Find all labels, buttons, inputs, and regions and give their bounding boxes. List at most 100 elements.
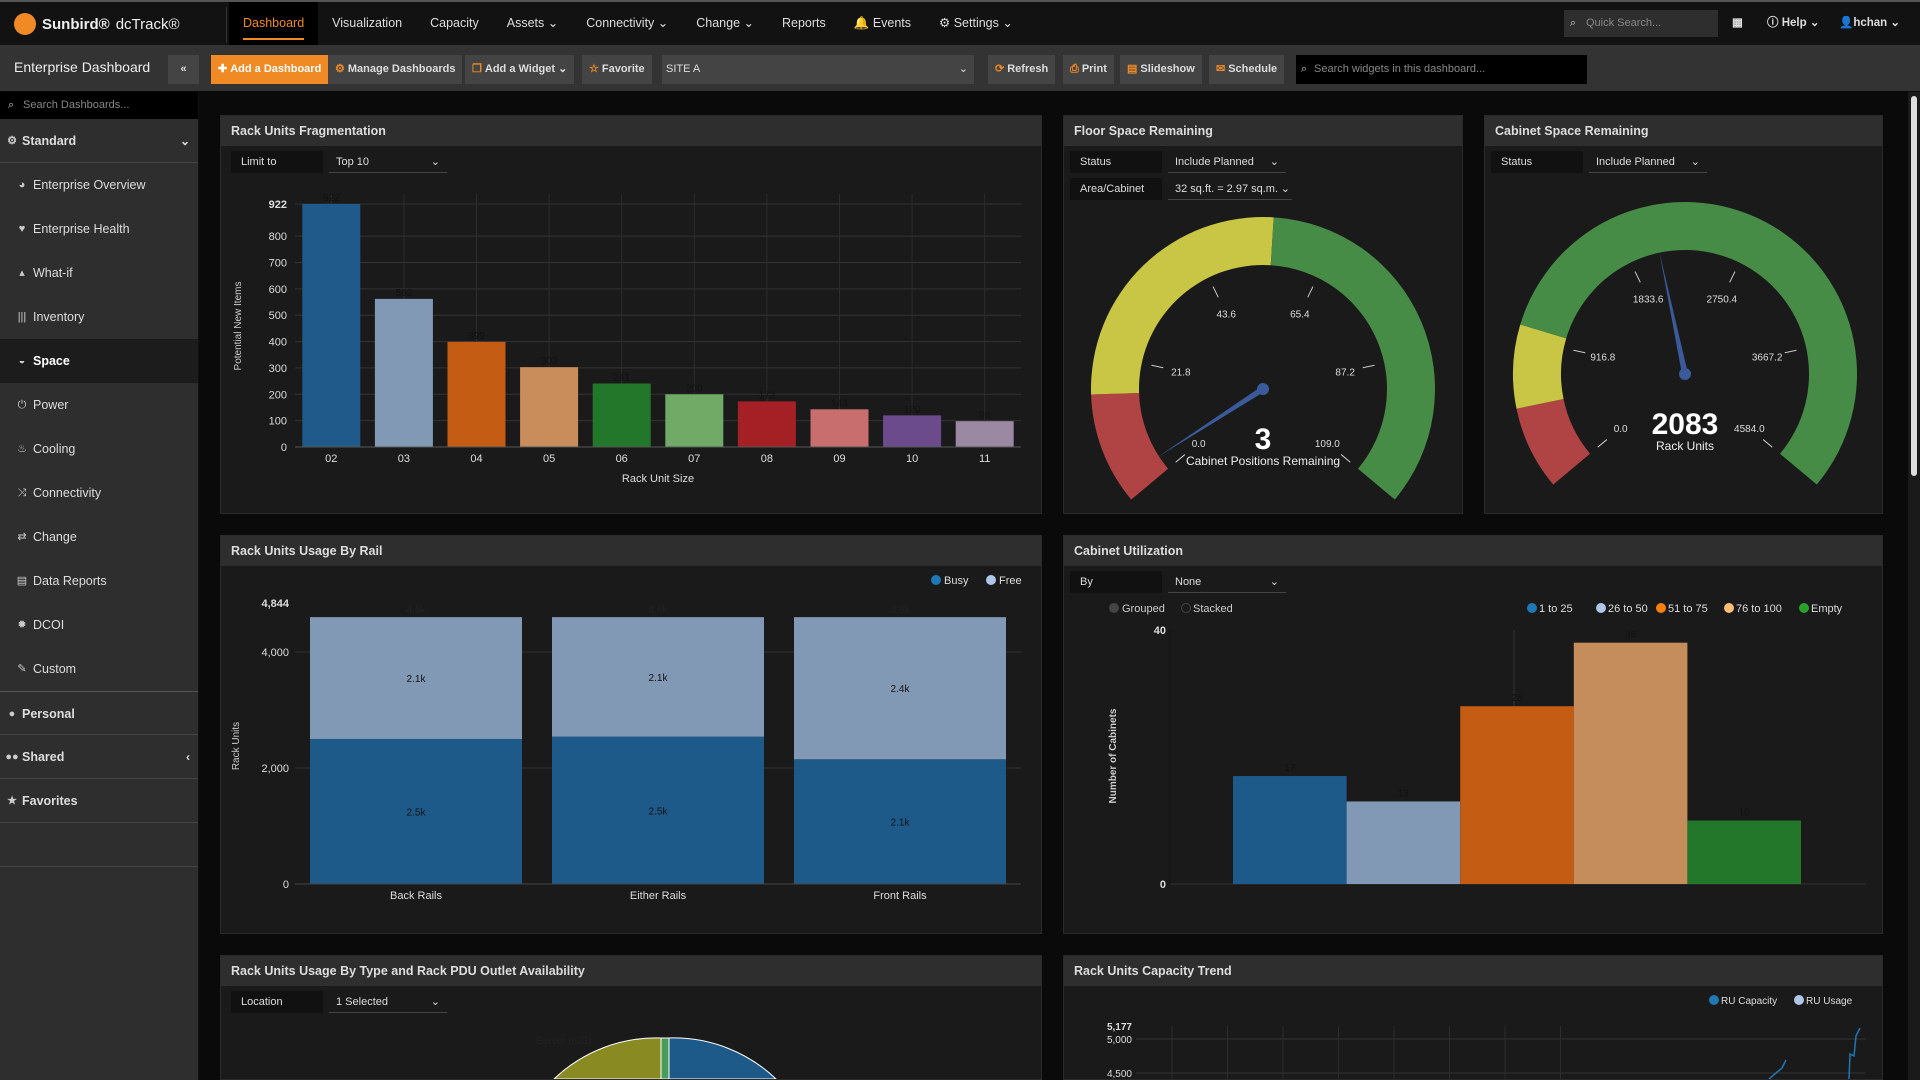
nav-item[interactable]: Assets ⌄ xyxy=(506,16,559,30)
sidebar-section-personal[interactable]: ● Personal xyxy=(0,691,198,735)
help-menu[interactable]: ⓘ Help ⌄ xyxy=(1767,17,1820,29)
favorite-button[interactable]: ☆ Favorite xyxy=(582,55,652,84)
nav-item[interactable]: Reports xyxy=(781,16,826,30)
data-label: 120 xyxy=(904,404,921,415)
sidebar-item-data-reports[interactable]: ▤ Data Reports xyxy=(0,559,198,603)
gauge-band xyxy=(1270,217,1435,500)
manage-dashboards-button[interactable]: ⚙ Manage Dashboards xyxy=(328,55,463,84)
sidebar-item-connectivity[interactable]: ⤨ Connectivity xyxy=(0,471,198,515)
grouped-radio[interactable]: Grouped xyxy=(1109,603,1165,615)
y-axis-label: Potential New Items xyxy=(233,282,244,371)
help-icon: ⓘ xyxy=(1767,17,1782,29)
sidebar-item-power[interactable]: ⏻ Power xyxy=(0,383,198,427)
gauge-needle xyxy=(1157,386,1265,458)
chevron-down-icon: ⌄ xyxy=(1690,156,1700,168)
gauge-tick-label: 3667.2 xyxy=(1752,353,1783,364)
y-tick-label: 100 xyxy=(269,416,287,428)
calendar-icon[interactable]: ▦ xyxy=(1732,17,1743,29)
pie-label-server: Server (623) xyxy=(536,1036,592,1047)
data-label: 303 xyxy=(541,356,558,367)
bar xyxy=(592,383,651,447)
logo[interactable]: Sunbird® dcTrack® xyxy=(14,7,227,43)
sidebar-item-change[interactable]: ⇄ Change xyxy=(0,515,198,559)
add-widget-button[interactable]: ❐ Add a Widget ⌄ xyxy=(465,55,575,84)
rack-units-usage-by-type-widget: Rack Units Usage By Type and Rack PDU Ou… xyxy=(220,955,1042,1080)
page-scrollbar[interactable] xyxy=(1908,92,1920,1080)
location-select[interactable]: 1 Selected ⌄ xyxy=(329,991,447,1013)
search-icon: ⌕ xyxy=(1301,63,1308,75)
dashboard-search-input[interactable]: ⌕ Search Dashboards... xyxy=(0,92,198,119)
status-select[interactable]: Include Planned ⌄ xyxy=(1589,151,1707,173)
user-menu[interactable]: 👤hchan ⌄ xyxy=(1839,17,1901,29)
site-select[interactable]: SITE A ⌄ xyxy=(662,55,974,84)
data-label: 143 xyxy=(831,398,848,409)
stacked-radio[interactable]: Stacked xyxy=(1181,603,1233,615)
widget-search-input[interactable]: ⌕ Search widgets in this dashboard... xyxy=(1296,55,1587,84)
capacity-trend-line-chart: 4,500 5,000 5,177 RU Capacity RU Usage xyxy=(1107,995,1866,1079)
sidebar-item-cooling[interactable]: ♨ Cooling xyxy=(0,427,198,471)
gauge-tick xyxy=(1634,271,1641,283)
quick-search-input[interactable]: ⌕ Quick Search... xyxy=(1564,10,1718,37)
widget-title: Rack Units Fragmentation xyxy=(221,116,1041,146)
sidebar-item-custom[interactable]: ✎ Custom xyxy=(0,647,198,691)
sidebar-item-space[interactable]: ◒ Space xyxy=(0,339,198,383)
nav-item[interactable]: Capacity xyxy=(430,16,479,30)
nav-item[interactable]: Visualization xyxy=(332,16,403,30)
schedule-button[interactable]: ✉ Schedule xyxy=(1209,55,1285,84)
gauge-tick-label: 1833.6 xyxy=(1633,295,1664,306)
cabinet-utilization-widget: Cabinet Utilization By None ⌄ Grouped Stac… xyxy=(1063,535,1883,934)
gauge-tick xyxy=(1573,349,1586,354)
search-icon: ⌕ xyxy=(8,99,15,111)
status-select[interactable]: Include Planned ⌄ xyxy=(1168,151,1286,173)
by-select[interactable]: None ⌄ xyxy=(1168,571,1286,593)
chevron-down-icon: ⌄ xyxy=(430,156,440,168)
bell-icon: 🔔 xyxy=(853,16,873,30)
print-button[interactable]: ⎙ Print xyxy=(1063,55,1114,84)
gauge-tick xyxy=(1784,349,1797,354)
x-tick-label: 04 xyxy=(470,453,482,465)
bar-segment xyxy=(552,736,764,884)
bar xyxy=(302,204,361,447)
limit-to-select[interactable]: Top 10 ⌄ xyxy=(329,151,447,173)
gauge-tick-label: 87.2 xyxy=(1335,368,1355,379)
refresh-button[interactable]: ⟳ Refresh xyxy=(988,55,1056,84)
chevron-down-icon: ⌄ xyxy=(1269,576,1279,588)
sidebar-item-dcoi[interactable]: ✹ DCOI xyxy=(0,603,198,647)
sidebar-item-what-if[interactable]: ▴ What-if xyxy=(0,251,198,295)
nav-item[interactable]: 🔔 Events xyxy=(853,16,912,30)
exchange-icon: ⇄ xyxy=(17,531,27,543)
sidebar-item-enterprise-overview[interactable]: ◕ Enterprise Overview xyxy=(0,163,198,207)
nav-item[interactable]: Change ⌄ xyxy=(696,16,754,30)
legend-label: 76 to 100 xyxy=(1736,603,1782,615)
floor-space-remaining-widget: Floor Space Remaining Status Include Plan… xyxy=(1063,115,1463,514)
barcode-icon: ||| xyxy=(17,311,27,323)
data-label: 28 xyxy=(1511,693,1523,704)
data-label: 399 xyxy=(468,331,485,342)
sidebar-section-standard[interactable]: ⚙ Standard ⌄ xyxy=(0,119,198,163)
gauge-tick-label: 65.4 xyxy=(1290,310,1310,321)
sidebar-section-shared[interactable]: ●● Shared ‹ xyxy=(0,735,198,779)
total-label: 4.6k xyxy=(891,605,911,616)
y-tick-label: 5,000 xyxy=(1107,1035,1132,1046)
collapse-sidebar-button[interactable]: « xyxy=(168,55,199,84)
scrollbar-thumb[interactable] xyxy=(1911,96,1917,476)
nav-item[interactable]: Connectivity ⌄ xyxy=(586,16,669,30)
nav-item[interactable]: Dashboard xyxy=(229,2,319,45)
power-icon: ⏻ xyxy=(17,399,27,411)
sidebar-item-inventory[interactable]: ||| Inventory xyxy=(0,295,198,339)
sidebar-section-favorites[interactable]: ★ Favorites xyxy=(0,779,198,823)
legend-swatch xyxy=(1596,603,1606,613)
nav-item[interactable]: ⚙ Settings ⌄ xyxy=(939,16,1013,30)
y-tick-label: 0 xyxy=(281,442,287,454)
sidebar-item-enterprise-health[interactable]: ♥ Enterprise Health xyxy=(0,207,198,251)
slideshow-button[interactable]: ▤ Slideshow xyxy=(1120,55,1202,84)
bar-segment xyxy=(794,759,1006,884)
bar xyxy=(737,401,796,447)
gauge-value: 2083 xyxy=(1652,408,1719,441)
area-cabinet-select[interactable]: 32 sq.ft. = 2.97 sq.m. ⌄ xyxy=(1168,178,1292,200)
users-icon: ●● xyxy=(5,751,19,763)
add-dashboard-button[interactable]: ✚ Add a Dashboard xyxy=(211,55,329,84)
gauge-pivot xyxy=(1257,383,1269,395)
print-icon: ⎙ xyxy=(1070,63,1079,75)
legend-label: Busy xyxy=(944,575,969,587)
